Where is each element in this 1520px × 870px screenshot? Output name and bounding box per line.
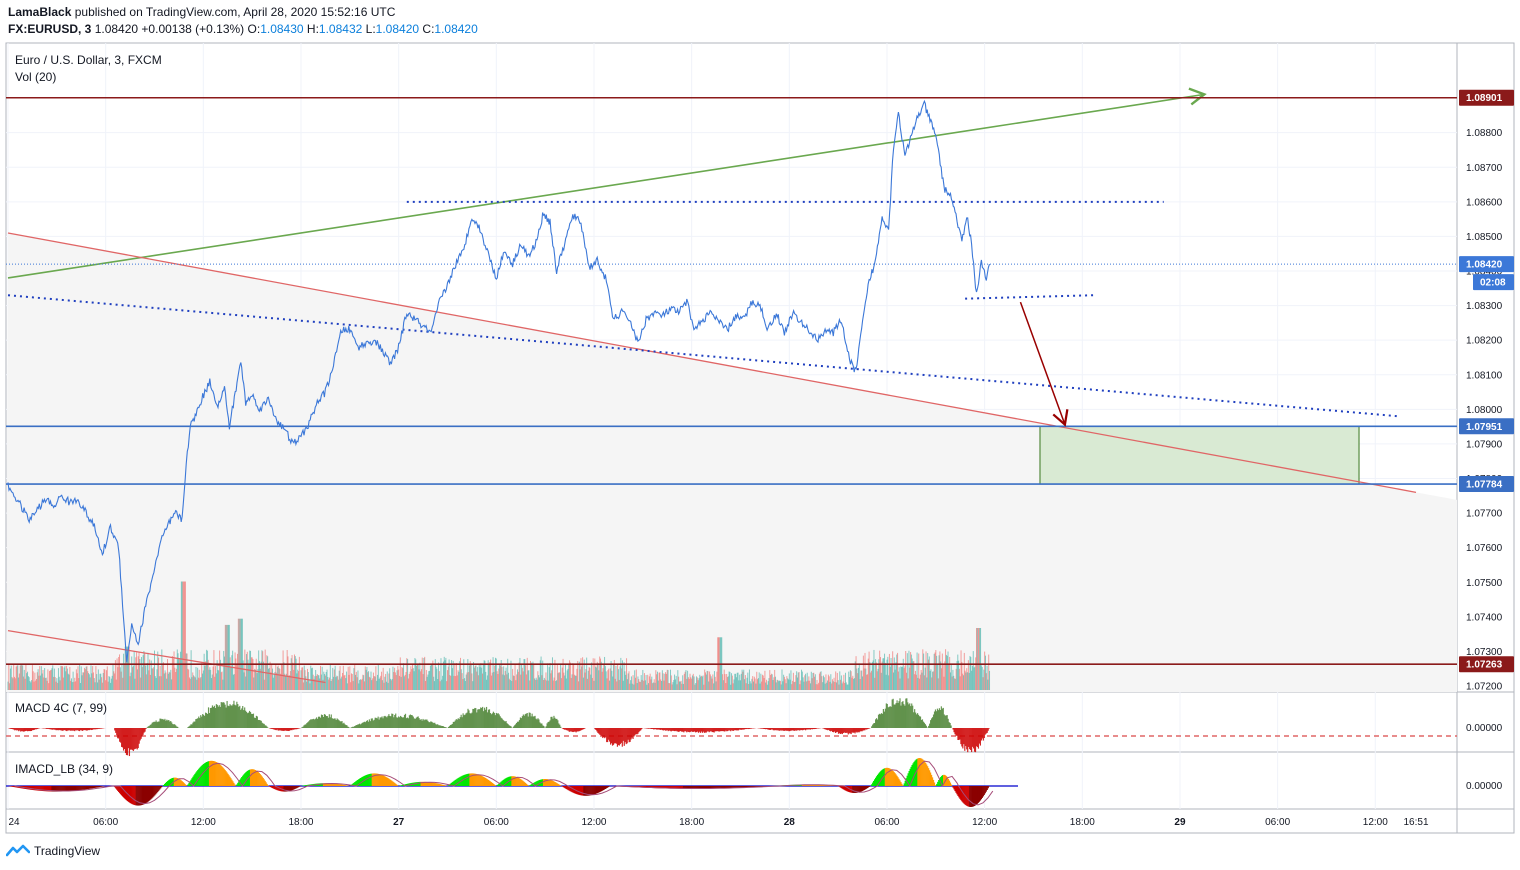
high-value: 1.08432 bbox=[318, 22, 363, 36]
y-tick-label: 1.07600 bbox=[1466, 543, 1503, 554]
time-axis: 24 06:00 12:00 18:00 27 06:00 12:00 18:00 28 06:0… bbox=[8, 817, 1429, 828]
x-tick-label: 06:00 bbox=[484, 817, 509, 828]
x-tick-label: 06:00 bbox=[93, 817, 118, 828]
y-tick-label: 1.08600 bbox=[1466, 197, 1503, 208]
tradingview-icon bbox=[6, 844, 30, 857]
y-tick-label: 1.08500 bbox=[1466, 232, 1503, 243]
publish-info: LamaBlack published on TradingView.com, … bbox=[8, 4, 395, 20]
price-change: +0.00138 (+0.13%) bbox=[141, 22, 245, 36]
x-tick-label: 18:00 bbox=[1070, 817, 1095, 828]
below-trend-shade bbox=[6, 232, 1457, 693]
x-tick-label: 06:00 bbox=[1265, 817, 1290, 828]
price-tag-label: 1.08420 bbox=[1466, 260, 1503, 271]
imacd-zero-label: 0.00000 bbox=[1466, 781, 1503, 792]
target-zone bbox=[1039, 425, 1360, 485]
y-tick-label: 1.07400 bbox=[1466, 612, 1503, 623]
x-tick-label: 18:00 bbox=[288, 817, 313, 828]
y-tick-label: 1.08000 bbox=[1466, 405, 1503, 416]
price-tag-label: 1.07951 bbox=[1466, 422, 1503, 433]
y-tick-label: 1.07900 bbox=[1466, 439, 1503, 450]
main-title: Euro / U.S. Dollar, 3, FXCM bbox=[15, 53, 162, 67]
x-tick-label: 12:00 bbox=[972, 817, 997, 828]
y-tick-label: 1.08700 bbox=[1466, 163, 1503, 174]
price-axis: 1.07200 1.07300 1.07400 1.07500 1.07600 1.077… bbox=[1466, 128, 1503, 692]
price-series bbox=[7, 99, 991, 663]
high-label: H: bbox=[306, 22, 319, 36]
imacd-title: IMACD_LB (34, 9) bbox=[15, 762, 113, 776]
close-label: C: bbox=[422, 22, 435, 36]
projection-arrow bbox=[1019, 301, 1069, 427]
y-tick-label: 1.08200 bbox=[1466, 336, 1503, 347]
y-tick-label: 1.07300 bbox=[1466, 647, 1503, 658]
shaded-regions bbox=[6, 232, 1457, 693]
x-tick-label: 27 bbox=[393, 817, 405, 828]
last-price: 1.08420 bbox=[94, 22, 139, 36]
y-tick-label: 1.08800 bbox=[1466, 128, 1503, 139]
open-value: 1.08430 bbox=[260, 22, 304, 36]
price-tag-label: 1.07784 bbox=[1466, 480, 1503, 491]
price-tag bbox=[1459, 418, 1514, 435]
price-tag-label: 1.07263 bbox=[1466, 660, 1503, 671]
imacd-signal-line bbox=[14, 760, 994, 806]
x-tick-label: 28 bbox=[784, 817, 796, 828]
x-tick-label: 18:00 bbox=[679, 817, 704, 828]
countdown-tag bbox=[1473, 274, 1514, 291]
macd-zero-label: 0.00000 bbox=[1466, 723, 1503, 734]
falling-trendline bbox=[7, 232, 1417, 493]
macd-title: MACD 4C (7, 99) bbox=[15, 701, 107, 715]
macd-panel: 0.00000 bbox=[6, 698, 1503, 757]
symbol-label[interactable]: FX:EURUSD, 3 bbox=[8, 22, 92, 36]
x-tick-label: 12:00 bbox=[581, 817, 606, 828]
published-text: published on TradingView.com, April 28, … bbox=[74, 5, 396, 19]
author-name[interactable]: LamaBlack bbox=[8, 5, 72, 19]
price-tag bbox=[1459, 476, 1514, 493]
trend-drawings bbox=[6, 87, 1457, 684]
y-tick-label: 1.08100 bbox=[1466, 370, 1503, 381]
rising-trendline bbox=[7, 87, 1207, 279]
price-tag bbox=[1459, 256, 1514, 273]
tradingview-logo[interactable]: TradingView bbox=[6, 843, 100, 859]
price-line bbox=[7, 99, 991, 663]
low-value: 1.08420 bbox=[375, 22, 420, 36]
price-tag-label: 1.08901 bbox=[1466, 93, 1503, 104]
open-label: O: bbox=[247, 22, 261, 36]
x-tick-label: 29 bbox=[1174, 817, 1186, 828]
lower-falling-trendline bbox=[7, 630, 326, 684]
price-tags: 1.08901 1.07951 1.07784 1.07263 1.08420 02:08 bbox=[1459, 89, 1514, 673]
brand-text: TradingView bbox=[34, 844, 101, 858]
y-tick-label: 1.08300 bbox=[1466, 301, 1503, 312]
imacd-panel: 0.00000 bbox=[6, 758, 1503, 807]
x-tick-label: 12:00 bbox=[191, 817, 216, 828]
quote-line: FX:EURUSD, 3 1.08420 +0.00138 (+0.13%) O… bbox=[8, 21, 478, 37]
countdown-label: 02:08 bbox=[1480, 278, 1506, 289]
volume-bars bbox=[7, 581, 991, 690]
falling-dotted-line bbox=[7, 294, 1399, 418]
x-tick-label: 16:51 bbox=[1403, 817, 1428, 828]
x-tick-label: 06:00 bbox=[874, 817, 899, 828]
close-value: 1.08420 bbox=[434, 22, 478, 36]
price-tag bbox=[1459, 89, 1514, 106]
y-tick-label: 1.07700 bbox=[1466, 509, 1503, 520]
price-tag bbox=[1459, 656, 1514, 673]
volume-title: Vol (20) bbox=[15, 70, 56, 84]
y-tick-label: 1.07500 bbox=[1466, 578, 1503, 589]
x-tick-label: 12:00 bbox=[1363, 817, 1388, 828]
x-tick-label: 24 bbox=[8, 817, 20, 828]
low-label: L: bbox=[365, 22, 376, 36]
y-tick-label: 1.07200 bbox=[1466, 682, 1503, 693]
